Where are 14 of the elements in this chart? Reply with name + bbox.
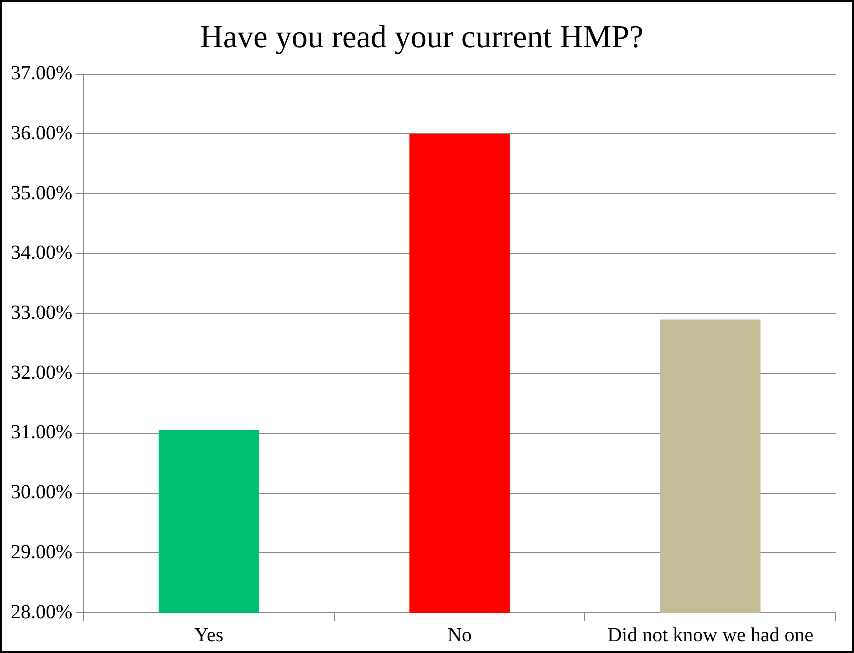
x-tick-label: No <box>448 624 472 646</box>
y-tick-label: 29.00% <box>10 541 73 564</box>
y-tick-label: 30.00% <box>10 482 73 504</box>
y-tick-label: 35.00% <box>10 182 73 204</box>
chart-title: Have you read your current HMP? <box>200 18 644 55</box>
y-tick-label: 31.00% <box>10 422 73 444</box>
y-tick-label: 34.00% <box>10 242 73 264</box>
x-tick-label: Did not know we had one <box>608 624 814 646</box>
y-tick-label: 37.00% <box>10 62 73 85</box>
y-tick-label: 32.00% <box>10 362 73 384</box>
y-tick-label: 36.00% <box>10 122 73 144</box>
y-tick-label: 28.00% <box>10 601 73 624</box>
y-tick-label: 33.00% <box>10 302 73 324</box>
x-tick-label: Yes <box>194 624 224 646</box>
